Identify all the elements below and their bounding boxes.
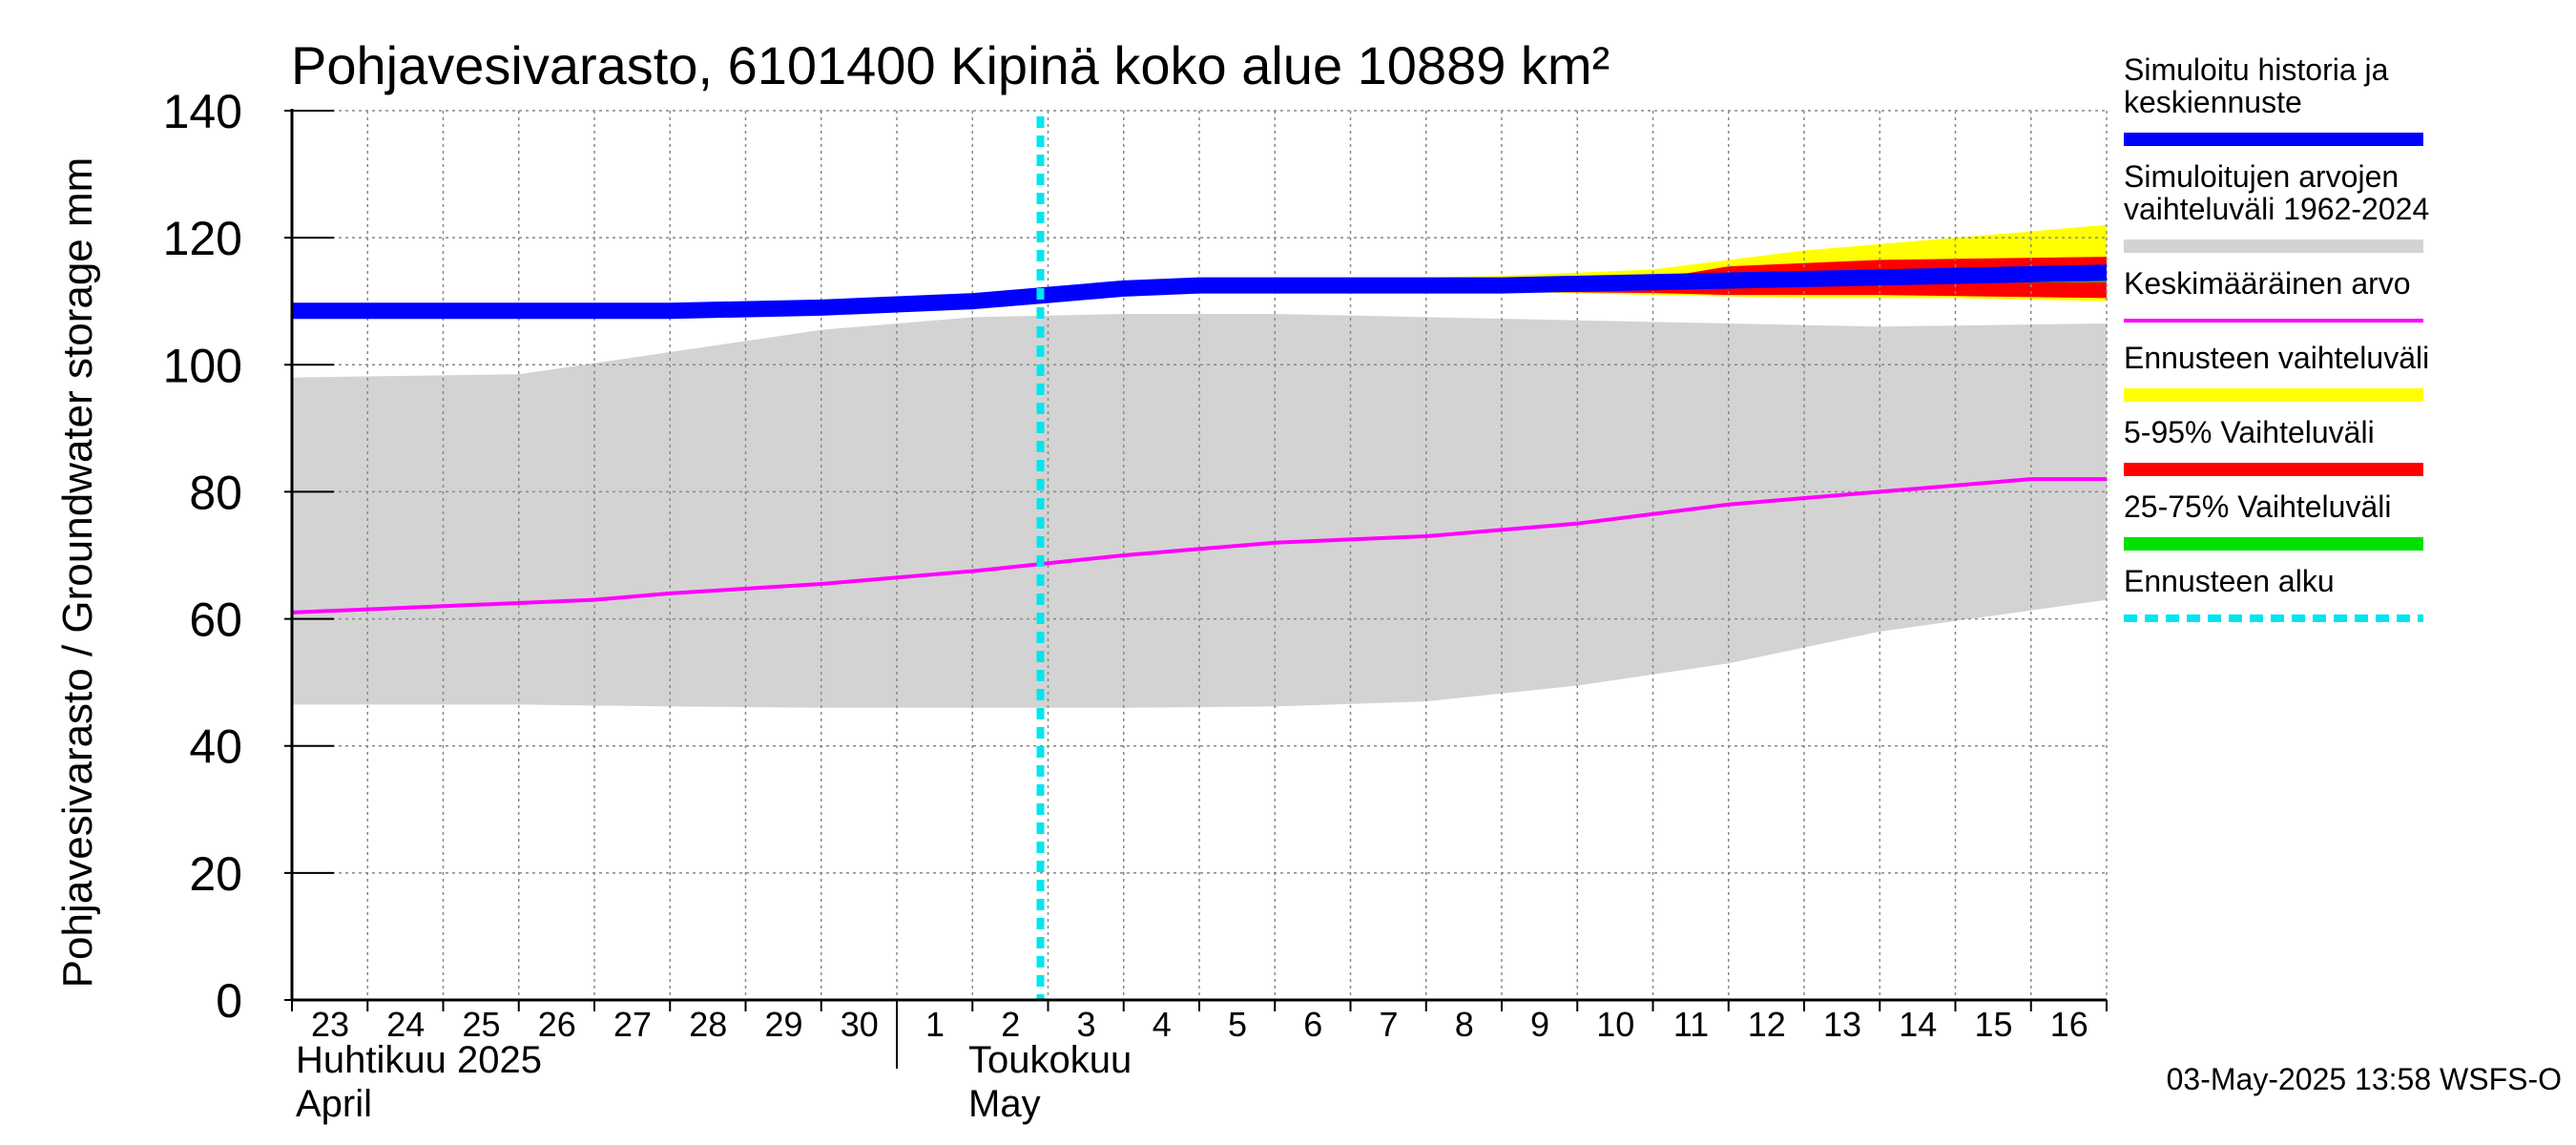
y-tick-label: 0: [216, 974, 242, 1028]
legend-label-6: Ennusteen alku: [2124, 564, 2335, 598]
x-tick-label: 4: [1153, 1005, 1172, 1044]
x-tick-label: 10: [1596, 1005, 1634, 1044]
y-tick-label: 20: [189, 847, 242, 901]
series-line-0: [292, 264, 2108, 320]
legend-label-3: Ennusteen vaihteluväli: [2124, 341, 2429, 375]
y-tick-label: 60: [189, 593, 242, 647]
x-tick-label: 26: [538, 1005, 576, 1044]
x-tick-label: 27: [613, 1005, 652, 1044]
x-tick-label: 12: [1748, 1005, 1786, 1044]
x-tick-label: 5: [1228, 1005, 1247, 1044]
x-tick-label: 8: [1455, 1005, 1474, 1044]
month-label-fi-1: Toukokuu: [968, 1039, 1132, 1081]
y-tick-label: 120: [163, 212, 242, 265]
month-label-en-1: May: [968, 1083, 1041, 1125]
x-tick-label: 25: [462, 1005, 500, 1044]
x-tick-label: 6: [1303, 1005, 1322, 1044]
x-tick-label: 13: [1823, 1005, 1861, 1044]
timestamp-footer: 03-May-2025 13:58 WSFS-O: [2167, 1062, 2562, 1096]
grid: [292, 110, 2108, 1000]
month-label-fi-0: Huhtikuu 2025: [296, 1039, 542, 1081]
y-axis-label: Pohjavesivarasto / Groundwater storage m…: [54, 157, 101, 989]
x-tick-label: 24: [386, 1005, 425, 1044]
legend-label-1: Simuloitujen arvojen: [2124, 159, 2399, 194]
x-tick-label: 1: [925, 1005, 945, 1044]
x-tick-label: 23: [311, 1005, 349, 1044]
legend-label-2: Keskimääräinen arvo: [2124, 266, 2411, 301]
legend-label-5: 25-75% Vaihteluväli: [2124, 489, 2391, 524]
x-tick-label: 29: [764, 1005, 802, 1044]
x-tick-label: 11: [1673, 1005, 1709, 1044]
chart-title: Pohjavesivarasto, 6101400 Kipinä koko al…: [291, 35, 1610, 95]
legend-label-4: 5-95% Vaihteluväli: [2124, 415, 2375, 449]
legend-label-0: Simuloitu historia ja: [2124, 52, 2389, 87]
x-tick-label: 15: [1974, 1005, 2012, 1044]
y-tick-label: 80: [189, 466, 242, 519]
x-tick-label: 14: [1899, 1005, 1937, 1044]
x-tick-label: 2: [1001, 1005, 1020, 1044]
x-tick-label: 30: [841, 1005, 879, 1044]
y-tick-label: 40: [189, 720, 242, 774]
month-label-en-0: April: [296, 1083, 372, 1125]
legend-label-1: vaihteluväli 1962-2024: [2124, 192, 2429, 226]
x-tick-label: 28: [689, 1005, 727, 1044]
x-tick-label: 16: [2050, 1005, 2088, 1044]
x-tick-label: 7: [1379, 1005, 1398, 1044]
y-tick-label: 140: [163, 85, 242, 138]
x-tick-label: 3: [1076, 1005, 1095, 1044]
y-tick-label: 100: [163, 339, 242, 392]
legend-label-0: keskiennuste: [2124, 85, 2302, 119]
x-tick-label: 9: [1530, 1005, 1549, 1044]
series-line-1: [291, 477, 2107, 614]
